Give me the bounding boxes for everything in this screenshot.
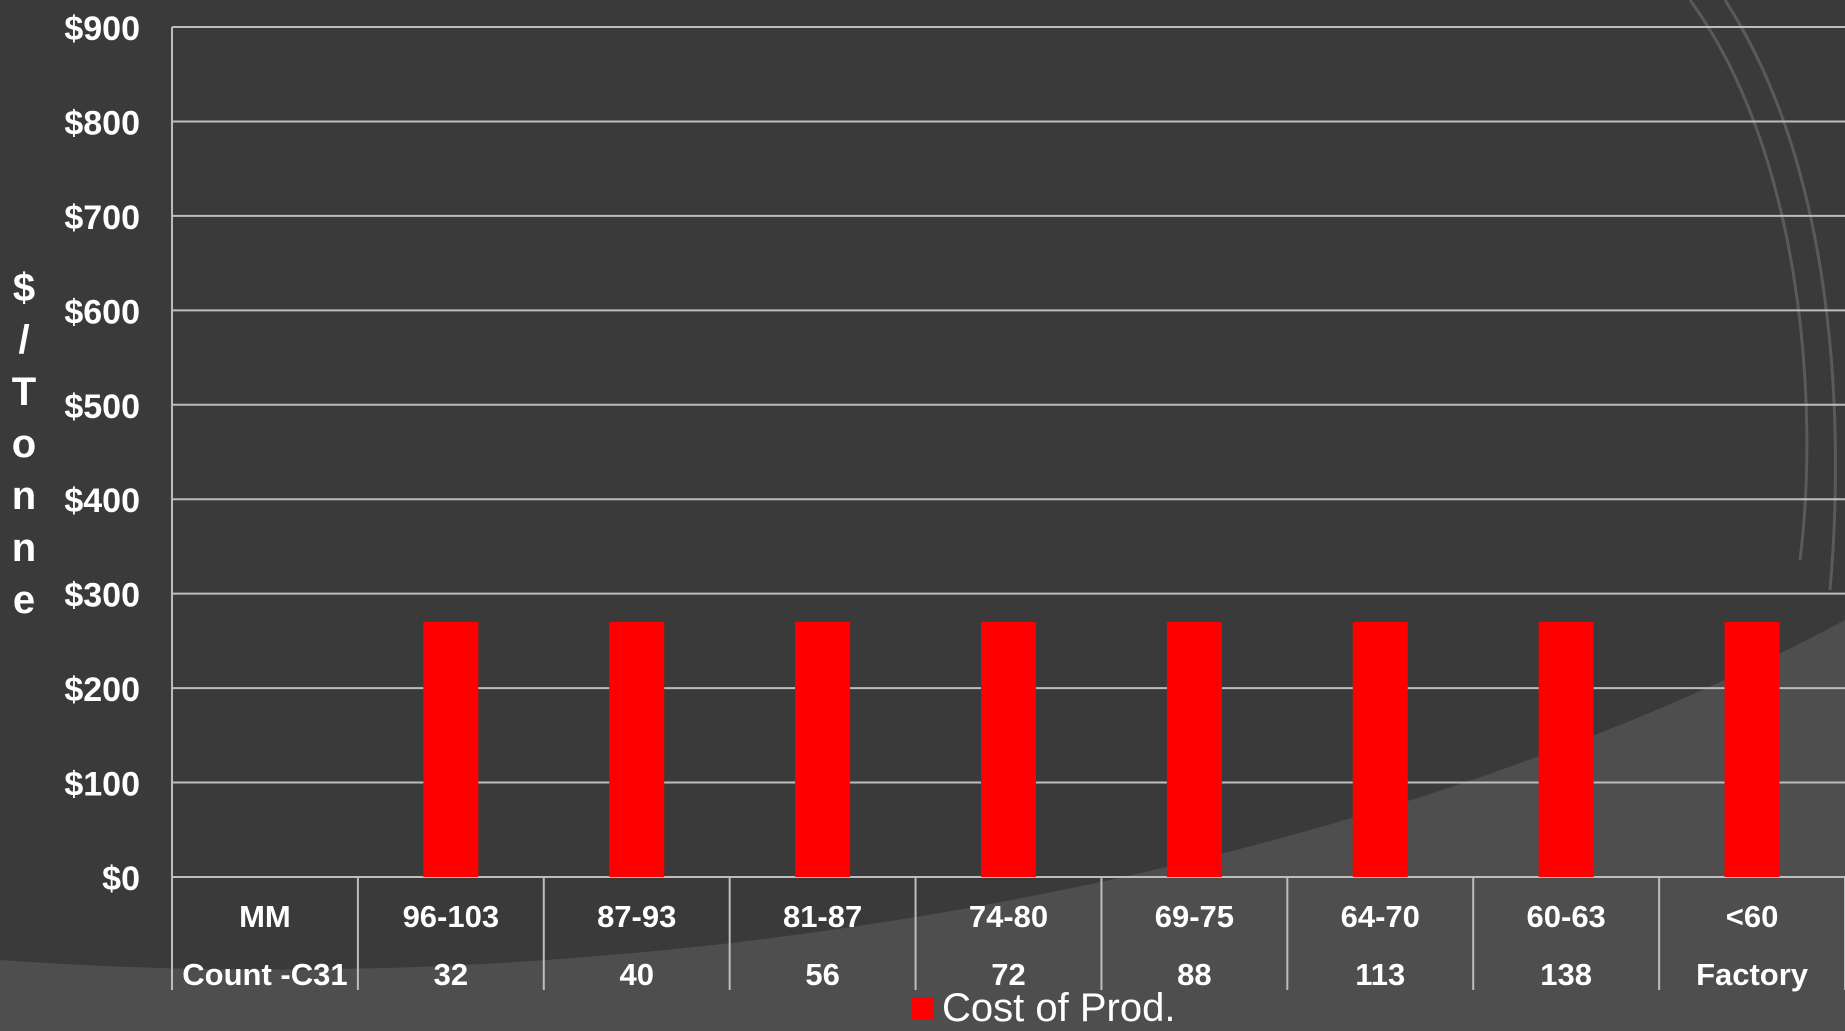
- y-tick-label: $900: [64, 10, 140, 48]
- category-table: MM 96-103 87-93 81-87 74-80 69-75 64-70 60-63 <6…: [171, 877, 1845, 992]
- y-tick-label: $500: [64, 388, 140, 426]
- table-cell: 40: [619, 957, 653, 992]
- bar: [609, 622, 665, 877]
- table-cell: 64-70: [1341, 899, 1420, 934]
- table-cell: 87-93: [597, 899, 676, 934]
- legend-swatch: [912, 997, 934, 1019]
- y-tick-label: $100: [64, 766, 140, 804]
- background-arc: [0, 620, 1845, 1031]
- table-cell: 81-87: [783, 899, 862, 934]
- y-tick-label: $200: [64, 671, 140, 709]
- y-axis-label-char: e: [12, 578, 36, 622]
- legend: Cost of Prod.: [912, 986, 1175, 1030]
- y-axis-label-char: $: [12, 266, 36, 310]
- background-ring: [1688, 0, 1809, 561]
- bars: [423, 622, 1780, 877]
- table-cell: 69-75: [1155, 899, 1234, 934]
- bar: [795, 622, 851, 877]
- table-cell: 56: [805, 957, 839, 992]
- y-tick-label: $700: [64, 199, 140, 237]
- table-cell: 138: [1540, 957, 1592, 992]
- table-cell: 72: [991, 957, 1025, 992]
- table-cell: 32: [434, 957, 468, 992]
- y-tick-label: $600: [64, 293, 140, 331]
- table-cell: 60-63: [1527, 899, 1606, 934]
- y-tick-labels: $0 $100 $200 $300 $400 $500 $600 $700 $800 $900: [64, 10, 140, 898]
- bar: [423, 622, 479, 877]
- bar: [1166, 622, 1222, 877]
- y-axis-label-char: n: [11, 526, 37, 570]
- y-tick-label: $0: [102, 860, 140, 898]
- y-tick-label: $400: [64, 482, 140, 520]
- y-tick-label: $800: [64, 104, 140, 142]
- table-cell: 74-80: [969, 899, 1048, 934]
- table-cell: 113: [1355, 957, 1405, 992]
- y-axis-label-char: /: [18, 318, 30, 362]
- table-cell: <60: [1726, 899, 1779, 934]
- table-row-header: MM: [239, 899, 291, 934]
- bar: [981, 622, 1036, 877]
- bar: [1724, 622, 1780, 877]
- table-cell: 88: [1177, 957, 1211, 992]
- table-cell: Factory: [1696, 957, 1809, 992]
- bar: [1538, 622, 1594, 877]
- bar: [1352, 622, 1408, 877]
- legend-label: Cost of Prod.: [942, 985, 1176, 1030]
- y-axis-label-char: T: [11, 370, 37, 414]
- y-axis-label-char: n: [11, 474, 37, 518]
- table-row-header: Count -C31: [182, 957, 347, 992]
- background-ring: [1723, 0, 1837, 591]
- table-cell: 96-103: [403, 899, 500, 934]
- y-axis-label-char: o: [11, 422, 37, 466]
- y-tick-label: $300: [64, 577, 140, 615]
